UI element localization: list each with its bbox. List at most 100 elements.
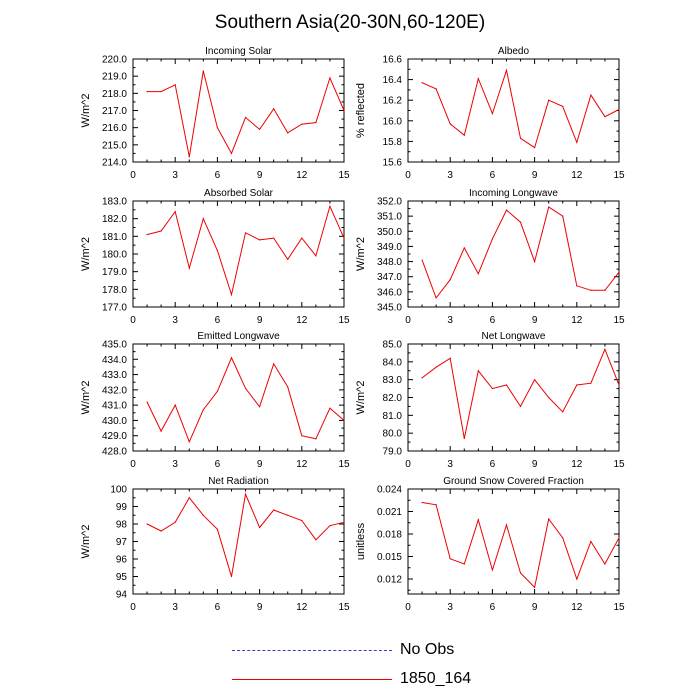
x-tick-label: 15 [613, 459, 625, 470]
y-tick-label: 346.0 [377, 287, 402, 298]
data-point [287, 514, 289, 516]
y-tick-label: 183.0 [102, 197, 127, 208]
x-tick-label: 3 [447, 315, 453, 326]
data-point [160, 530, 162, 532]
data-point [534, 586, 536, 588]
y-tick-label: 350.0 [377, 227, 402, 238]
data-point [230, 357, 233, 359]
legend-solid-line [232, 678, 392, 680]
data-point [421, 501, 423, 504]
y-tick-label: 79.0 [383, 447, 403, 458]
plot-frame [407, 58, 620, 163]
x-tick-label: 6 [215, 459, 221, 470]
x-tick-label: 6 [490, 170, 496, 181]
data-point [477, 77, 479, 80]
y-tick-label: 180.0 [102, 250, 127, 261]
x-tick-label: 6 [215, 170, 221, 181]
x-tick-label: 3 [172, 459, 178, 470]
data-point [216, 528, 218, 530]
series-line [421, 206, 620, 299]
y-tick-label: 434.0 [102, 355, 127, 366]
y-tick-label: 179.0 [102, 267, 127, 278]
x-tick-label: 0 [405, 315, 411, 326]
y-tick-label: 352.0 [377, 197, 402, 208]
data-point [519, 572, 522, 574]
y-tick-label: 0.021 [377, 507, 402, 518]
data-point [491, 569, 493, 571]
y-tick-label: 219.0 [102, 72, 127, 83]
data-point [449, 558, 451, 560]
legend-item-model: 1850_164 [232, 669, 471, 689]
data-point [343, 109, 345, 112]
data-point [259, 239, 261, 241]
x-tick-label: 0 [130, 170, 136, 181]
y-axis-label: W/m^2 [80, 525, 92, 559]
data-point [491, 238, 493, 240]
y-tick-label: 216.0 [102, 123, 127, 134]
y-tick-label: 0.018 [377, 530, 402, 541]
data-point [273, 509, 275, 511]
x-tick-label: 12 [571, 602, 583, 613]
data-point [604, 348, 606, 350]
y-tick-label: 16.4 [383, 75, 403, 86]
y-tick-label: 16.0 [383, 116, 403, 127]
data-point [477, 519, 479, 521]
y-tick-label: 82.0 [383, 393, 403, 404]
data-point [590, 382, 592, 384]
y-tick-label: 95 [116, 572, 128, 583]
data-point [160, 230, 162, 232]
x-tick-label: 6 [490, 459, 496, 470]
data-point [273, 363, 275, 365]
y-tick-label: 348.0 [377, 257, 402, 268]
panel-title: Incoming Solar [205, 46, 272, 57]
series-line [146, 492, 345, 577]
data-point [604, 116, 606, 118]
data-point [519, 137, 522, 139]
data-point [188, 267, 190, 269]
data-point [590, 94, 592, 96]
data-point [604, 563, 606, 565]
data-point [244, 493, 247, 495]
y-axis-label: % reflected [355, 83, 367, 138]
data-point [590, 540, 592, 543]
y-axis-label: unitless [355, 522, 367, 560]
data-point [421, 377, 423, 379]
x-tick-label: 15 [338, 602, 350, 613]
x-tick-label: 9 [257, 602, 263, 613]
x-tick-label: 12 [296, 170, 308, 181]
x-tick-label: 12 [296, 459, 308, 470]
y-axis-label: W/m^2 [80, 381, 92, 415]
data-point [534, 260, 536, 263]
x-tick-label: 3 [447, 459, 453, 470]
y-tick-label: 178.0 [102, 285, 127, 296]
data-point [273, 237, 275, 239]
y-tick-label: 432.0 [102, 385, 127, 396]
series-line [146, 204, 345, 297]
data-point [477, 370, 479, 372]
data-point [202, 409, 204, 411]
y-tick-label: 217.0 [102, 106, 127, 117]
data-point [343, 237, 345, 239]
y-tick-label: 214.0 [102, 158, 127, 169]
x-tick-label: 9 [257, 315, 263, 326]
data-point [216, 390, 218, 392]
series-line [421, 347, 620, 439]
data-point [259, 526, 261, 529]
x-tick-label: 15 [338, 459, 350, 470]
data-point [463, 134, 465, 136]
x-tick-label: 12 [296, 602, 308, 613]
data-point [315, 539, 317, 541]
x-tick-label: 12 [571, 170, 583, 181]
x-tick-label: 9 [257, 459, 263, 470]
x-tick-label: 15 [613, 315, 625, 326]
data-point [421, 259, 423, 261]
legend-label-model: 1850_164 [400, 670, 472, 687]
data-point [287, 386, 289, 388]
data-point [301, 237, 303, 239]
y-tick-label: 83.0 [383, 375, 403, 386]
x-tick-label: 9 [257, 170, 263, 181]
panel-title: Emitted Longwave [197, 331, 280, 342]
y-tick-label: 85.0 [383, 340, 403, 351]
data-point [435, 504, 437, 506]
panel-absorbed-solar: Absorbed Solar W/m^2 0 3 6 9 12 15 177.0 178.0 179… [80, 188, 350, 326]
